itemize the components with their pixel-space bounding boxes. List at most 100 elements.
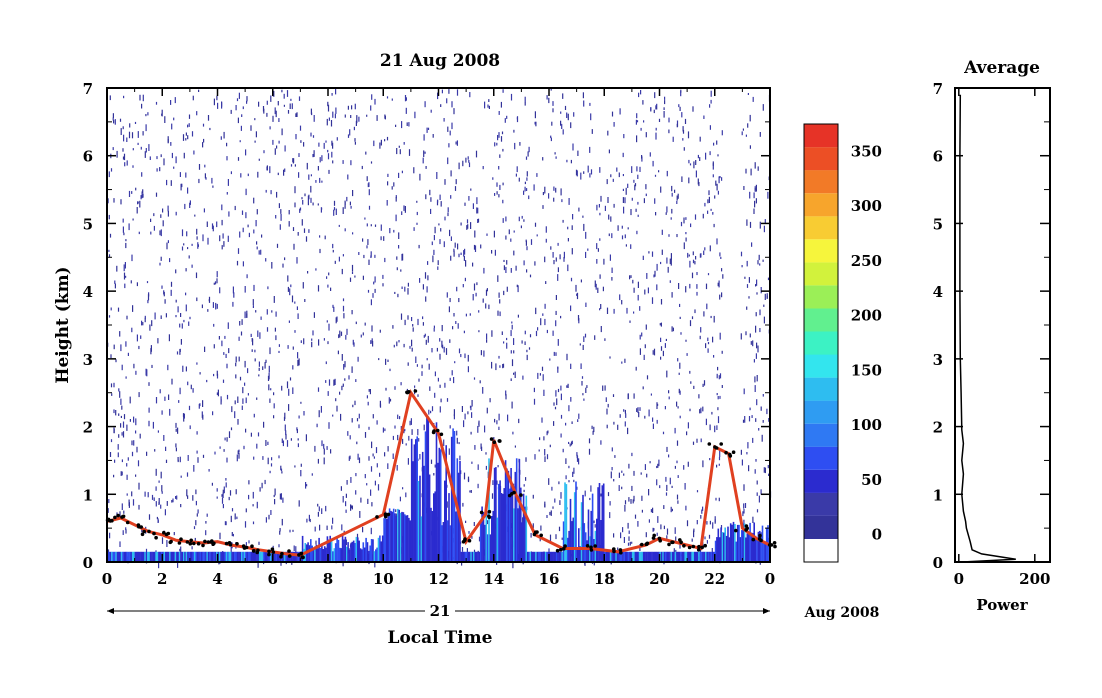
heatmap-cell [502,89,504,93]
heatmap-cell [153,213,155,217]
heatmap-cell [441,525,443,562]
heatmap-cell [281,438,283,443]
heatmap-cell [695,256,697,260]
heatmap-cell [288,404,290,411]
heatmap-cell [599,212,601,216]
heatmap-cell [560,492,562,499]
heatmap-cell [476,207,478,214]
heatmap-cell [501,131,504,135]
boundary-layer-marker [658,538,662,543]
heatmap-cell [650,393,652,396]
heatmap-cell [172,498,174,503]
month-label: Aug 2008 [804,605,880,621]
heatmap-cell [281,471,283,474]
heatmap-cell [741,530,743,562]
boundary-layer-marker [162,530,166,535]
heatmap-cell [450,436,453,562]
boundary-layer-marker [758,533,762,538]
heatmap-cell [716,393,718,396]
heatmap-cell [295,113,297,117]
heatmap-cell [333,209,335,216]
heatmap-cell [378,358,380,361]
heatmap-cell [165,446,167,451]
heatmap-cell [533,387,535,393]
heatmap-cell [160,471,162,479]
heatmap-cell [444,480,446,562]
heatmap-cell [110,383,113,388]
heatmap-cell [225,478,227,481]
heatmap-cell [554,406,557,410]
heatmap-cell [485,303,487,309]
heatmap-cell [756,509,759,513]
heatmap-cell [187,135,189,140]
heatmap-cell [743,509,745,514]
heatmap-cell [340,331,343,336]
heatmap-cell [719,373,722,379]
heatmap-cell [262,366,264,370]
heatmap-cell [517,508,519,562]
heatmap-cell [187,495,189,499]
heatmap-cell [367,498,369,504]
heatmap-cell [110,354,112,358]
heatmap-cell [359,511,361,518]
heatmap-cell [288,320,290,323]
heatmap-cell [430,410,432,414]
heatmap-cell [689,408,691,412]
heatmap-cell [236,516,238,520]
heatmap-cell [358,252,360,255]
heatmap-cell [326,276,328,279]
heatmap-cell [216,95,218,101]
heatmap-cell [484,425,486,433]
heatmap-cell [505,235,507,240]
heatmap-cell [456,89,459,96]
heatmap-cell [747,123,749,128]
boundary-layer-marker [618,548,623,552]
heatmap-cell [491,361,493,369]
boundary-layer-marker [713,445,717,449]
heatmap-cell [220,396,222,402]
heatmap-cell [514,445,516,448]
heatmap-cell [161,485,163,492]
heatmap-cell [370,299,372,306]
heatmap-cell [554,498,556,503]
heatmap-cell [763,467,765,473]
heatmap-cell [463,472,466,480]
heatmap-cell [561,199,563,203]
heatmap-cell [391,98,393,101]
heatmap-cell [447,126,449,132]
heatmap-cell [642,551,645,562]
heatmap-cell [685,551,688,562]
date-label: 21 [430,602,451,620]
heatmap-cell [486,534,489,562]
heatmap-cell [202,142,204,148]
heatmap-cell [317,511,319,517]
heatmap-cell [382,283,384,287]
heatmap-cell [630,551,633,562]
heatmap-cell [287,110,290,114]
heatmap-cell [479,523,482,562]
heatmap-cell [538,449,540,452]
heatmap-cell [709,245,711,252]
heatmap-cell [169,408,171,416]
heatmap-cell [665,212,667,215]
heatmap-cell [115,410,117,416]
boundary-layer-marker [252,549,256,553]
heatmap-cell [245,551,247,562]
heatmap-cell [297,551,300,562]
heatmap-cell [533,398,536,405]
average-title: Average [963,58,1040,78]
heatmap-cell [406,515,409,562]
heatmap-cell [431,406,434,412]
heatmap-cell [762,394,764,397]
heatmap-cell [351,366,353,373]
heatmap-cell [641,155,643,159]
heatmap-cell [411,317,413,322]
heatmap-cell [252,521,255,525]
heatmap-cell [123,95,125,99]
heatmap-cell [549,444,551,448]
heatmap-cell [536,234,538,237]
heatmap-cell [623,537,625,543]
heatmap-cell [185,366,187,372]
heatmap-cell [362,332,364,336]
heatmap-cell [502,199,504,204]
